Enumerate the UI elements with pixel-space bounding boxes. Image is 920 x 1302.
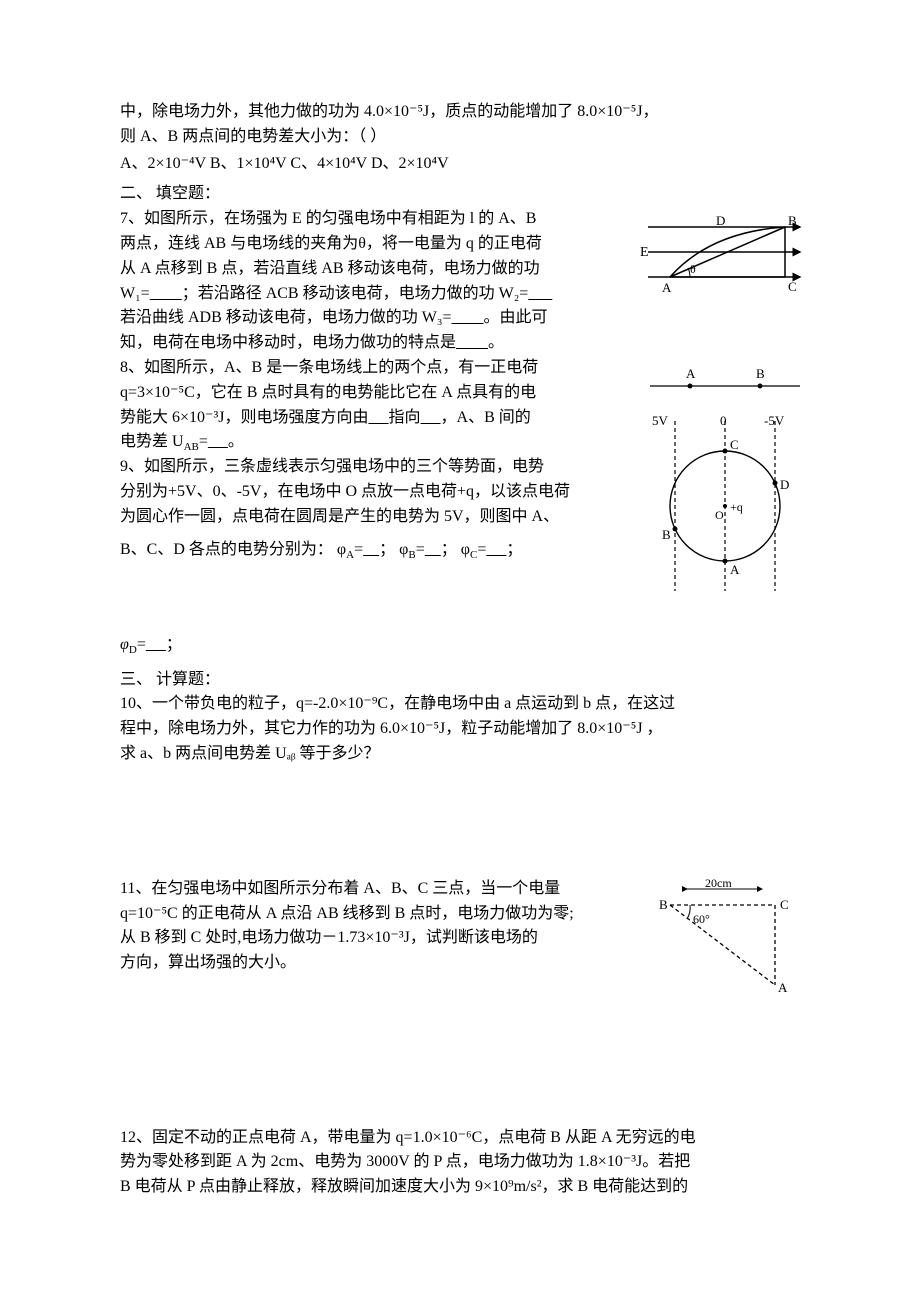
q8-l4a: 电势差 U — [120, 433, 184, 450]
q8-l3: 势能大 6×10⁻³J，则电场强度方向由 指向 ，A、B 间的 — [120, 406, 632, 431]
q9-l4g: ； — [506, 541, 522, 558]
fig9-0: 0 — [720, 413, 727, 428]
page: 中，除电场力外，其他力做的功为 4.0×10⁻⁵J，质点的动能增加了 8.0×1… — [0, 0, 920, 1302]
q9-l4: B、C、D 各点的电势分别为： φA= ； φB= ； φC= ； — [120, 538, 632, 563]
fig9-D: D — [780, 477, 789, 492]
q8-l4c: 。 — [228, 433, 244, 450]
q8-l3b: 指向 — [389, 409, 421, 426]
q11-l1: 11、在匀强电场中如图所示分布着 A、B、C 三点，当一个电量 — [120, 877, 647, 902]
fig8-B: B — [756, 366, 765, 381]
q10-l1: 10、一个带负电的粒子，q=-2.0×10⁻⁹C，在静电场中由 a 点运动到 b… — [120, 692, 810, 717]
q9-l5c: ； — [166, 636, 182, 653]
q8-l4b: = — [199, 433, 208, 450]
q7-figure: E A B C D θ — [640, 207, 810, 356]
fig11-len: 20cm — [705, 877, 732, 890]
q7-l5: 若沿曲线 ADB 移动该电荷，电场力做的功 W₃= 。由此可 — [120, 306, 632, 331]
fig7-C: C — [788, 279, 797, 294]
q7-l4b: ；若沿路径 ACB 移动该电荷，电场力做的功 W₂= — [182, 285, 529, 302]
q7-l5a: 若沿曲线 ADB 移动该电荷，电场力做的功 W₃= — [120, 309, 452, 326]
q8-l4sub: AB — [184, 442, 199, 454]
q11-figure: 20cm B C A 60° — [655, 877, 810, 1006]
q11-block: 11、在匀强电场中如图所示分布着 A、B、C 三点，当一个电量 q=10⁻⁵C … — [120, 877, 810, 1006]
q9-l3: 为圆心作一圆，点电荷在圆周是产生的电势为 5V，则图中 A、 — [120, 505, 632, 530]
fig7-theta: θ — [690, 262, 696, 276]
spacer-1 — [120, 767, 810, 877]
q11-l4: 方向，算出场强的大小。 — [120, 951, 647, 976]
q11-l3: 从 B 移到 C 处时,电场力做功－1.73×10⁻³J，试判断该电场的 — [120, 926, 647, 951]
q12-l1: 12、固定不动的正点电荷 A，带电量为 q=1.0×10⁻⁶C，点电荷 B 从距… — [120, 1126, 810, 1151]
q12-l2: 势为零处移到距 A 为 2cm、电势为 3000V 的 P 点，电场力做功为 1… — [120, 1150, 810, 1175]
q6-line1: 中，除电场力外，其他力做的功为 4.0×10⁻⁵J，质点的动能增加了 8.0×1… — [120, 100, 810, 125]
q7-block: 7、如图所示，在场强为 E 的匀强电场中有相距为 l 的 A、B 两点，连线 A… — [120, 207, 810, 356]
q8-l4: 电势差 UAB= 。 — [120, 430, 632, 455]
q9-phd: φ — [120, 636, 129, 653]
q6-options: A、2×10⁻⁴V B、1×10⁴V C、4×10⁴V D、2×10⁴V — [120, 152, 810, 177]
fig7-A: A — [662, 280, 672, 295]
fig7-D: D — [716, 213, 725, 228]
q9-l2: 分别为+5V、0、-5V，在电场中 O 点放一点电荷+q，以该点电荷 — [120, 480, 632, 505]
q6-line2: 则 A、B 两点间的电势差大小为：（ ） — [120, 125, 810, 150]
q7-l4: W₁= ；若沿路径 ACB 移动该电荷，电场力做的功 W₂= — [120, 282, 632, 307]
q7-l3: 从 A 点移到 B 点，若沿直线 AB 移动该电荷，电场力做的功 — [120, 257, 632, 282]
q9-l4e: ； φ — [441, 541, 470, 558]
fig11-B: B — [659, 897, 668, 912]
section-2-heading: 二、 填空题： — [120, 182, 810, 207]
q10-l3: 求 a、b 两点间电势差 Uₐᵦ 等于多少？ — [120, 742, 810, 767]
q7-l1: 7、如图所示，在场强为 E 的匀强电场中有相距为 l 的 A、B — [120, 207, 632, 232]
q7-l6b: 。 — [488, 334, 504, 351]
q9-l5b: = — [137, 636, 146, 653]
section-3-heading: 三、 计算题： — [120, 668, 810, 693]
q8-l3c: ，A、B 间的 — [441, 409, 531, 426]
q9-l4d: = — [416, 541, 425, 558]
q11-l2: q=10⁻⁵C 的正电荷从 A 点沿 AB 线移到 B 点时，电场力做功为零; — [120, 902, 647, 927]
q9-l4a: B、C、D 各点的电势分别为： φ — [120, 541, 346, 558]
fig9-n5v: -5V — [764, 413, 785, 428]
fig7-E: E — [640, 245, 649, 260]
fig9-A: A — [730, 562, 740, 577]
fig11-A: A — [778, 980, 788, 995]
q12-l3: B 电荷从 P 点由静止释放，释放瞬间加速度大小为 9×10⁹m/s²，求 B … — [120, 1175, 810, 1200]
fig7-B: B — [788, 213, 797, 228]
fig9-5v: 5V — [652, 413, 669, 428]
fig8-A: A — [686, 366, 696, 381]
spacer-2 — [120, 1006, 810, 1126]
q7-l4a: W₁= — [120, 285, 150, 302]
q7-l6a: 知，电荷在电场中移动时，电场力做功的特点是 — [120, 334, 456, 351]
q8-l3a: 势能大 6×10⁻³J，则电场强度方向由 — [120, 409, 369, 426]
q9-phiD: φD= ； — [120, 633, 810, 658]
fig9-O: O — [715, 508, 724, 522]
fig11-ang: 60° — [693, 912, 710, 926]
q7-l6: 知，电荷在电场中移动时，电场力做功的特点是 。 — [120, 331, 632, 356]
q7-l5b: 。由此可 — [484, 309, 548, 326]
fig11-C: C — [780, 897, 789, 912]
q8-l2: q=3×10⁻⁵C，它在 B 点时具有的电势能比它在 A 点具有的电 — [120, 381, 632, 406]
fig9-C: C — [730, 437, 739, 452]
q8-q9-block: 8、如图所示，A、B 是一条电场线上的两个点，有一正电荷 q=3×10⁻⁵C，它… — [120, 356, 810, 615]
q8-q9-figure: A B 5V 0 -5V C D — [640, 356, 810, 615]
q9-l4b: = — [354, 541, 363, 558]
q9-l4c: ； φ — [379, 541, 408, 558]
fig9-B: B — [662, 527, 671, 542]
fig9-q: +q — [730, 500, 743, 514]
q10-l2: 程中，除电场力外，其它力作的功为 6.0×10⁻⁵J，粒子动能增加了 8.0×1… — [120, 717, 810, 742]
q7-l2: 两点，连线 AB 与电场线的夹角为θ，将一电量为 q 的正电荷 — [120, 232, 632, 257]
q8-l1: 8、如图所示，A、B 是一条电场线上的两个点，有一正电荷 — [120, 356, 632, 381]
q9-l1: 9、如图所示，三条虚线表示匀强电场中的三个等势面，电势 — [120, 455, 632, 480]
